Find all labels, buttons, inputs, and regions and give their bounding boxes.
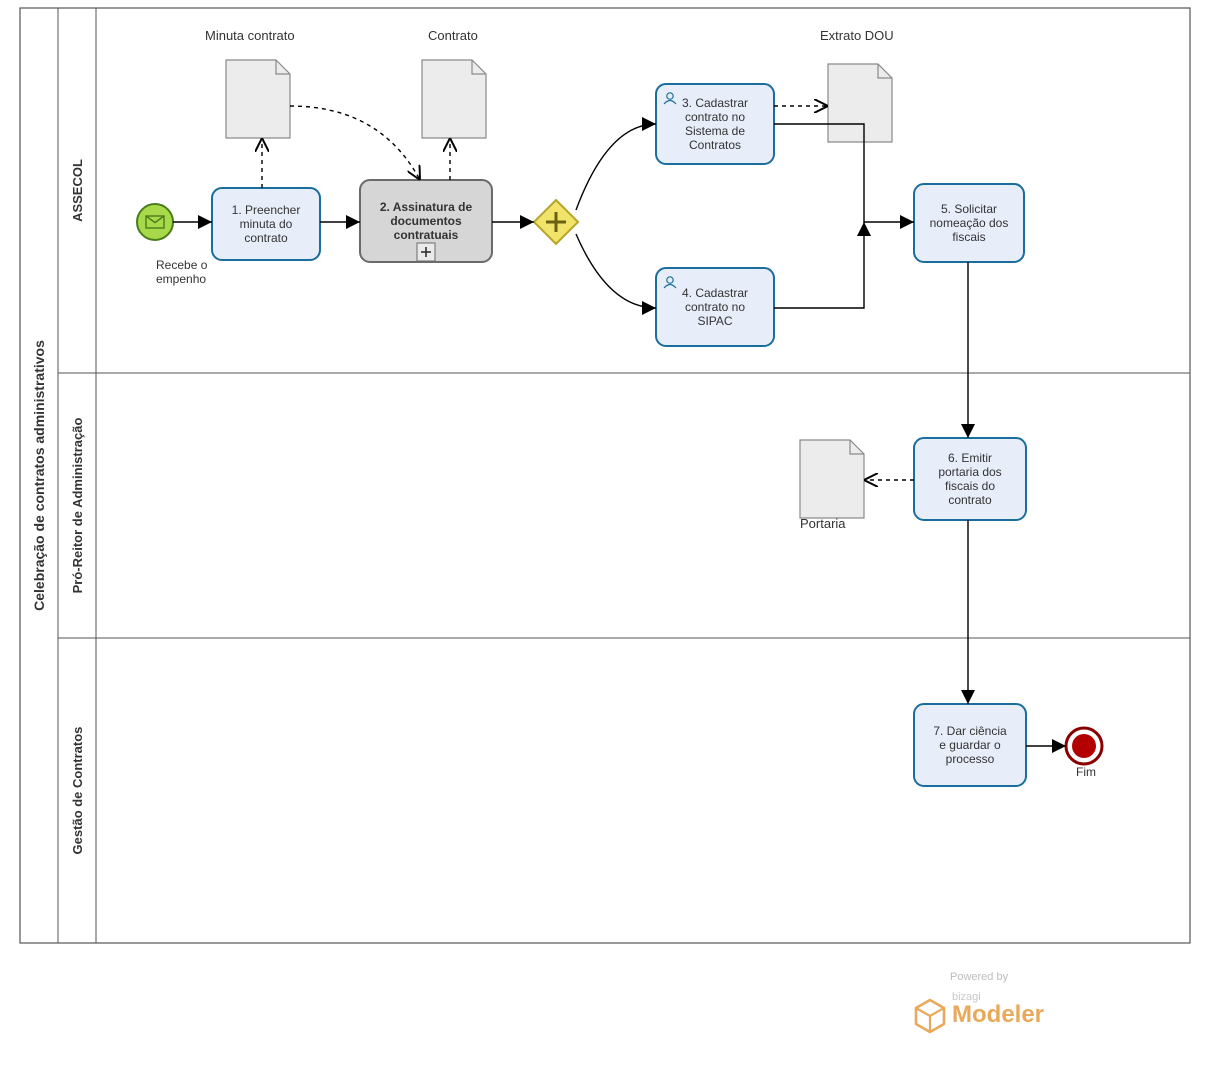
footer-branding: Powered bybizagiModeler [916, 971, 1044, 1032]
node-t1: 1. Preencherminuta docontrato [212, 188, 320, 260]
node-doc4: Portaria [800, 440, 864, 531]
svg-text:Powered by: Powered by [950, 971, 1009, 983]
doc-label: Contrato [428, 28, 478, 43]
lane-label: Pró-Reitor de Administração [70, 418, 85, 594]
brand-label: Modeler [952, 1001, 1044, 1028]
svg-text:Recebe oempenho: Recebe oempenho [156, 258, 208, 286]
svg-text:3. Cadastrarcontrato noSistema: 3. Cadastrarcontrato noSistema deContrat… [682, 96, 748, 152]
doc-label: Minuta contrato [205, 28, 295, 43]
node-t6: 6. Emitirportaria dosfiscais docontrato [914, 438, 1026, 520]
doc-label: Extrato DOU [820, 28, 894, 43]
doc-label: Portaria [800, 516, 846, 531]
pool-title: Celebração de contratos administrativos [31, 340, 47, 611]
bpmn-diagram: Celebração de contratos administrativos A… [0, 0, 1226, 1080]
node-t3: 3. Cadastrarcontrato noSistema deContrat… [656, 84, 774, 164]
svg-text:Fim: Fim [1076, 765, 1096, 779]
node-t4: 4. Cadastrarcontrato noSIPAC [656, 268, 774, 346]
node-t5: 5. Solicitarnomeação dosfiscais [914, 184, 1024, 262]
node-t7: 7. Dar ciênciae guardar oprocesso [914, 704, 1026, 786]
lane-label: Gestão de Contratos [70, 727, 85, 855]
node-t2: 2. Assinatura dedocumentoscontratuais [360, 180, 492, 262]
lane-label: ASSECOL [70, 159, 85, 222]
